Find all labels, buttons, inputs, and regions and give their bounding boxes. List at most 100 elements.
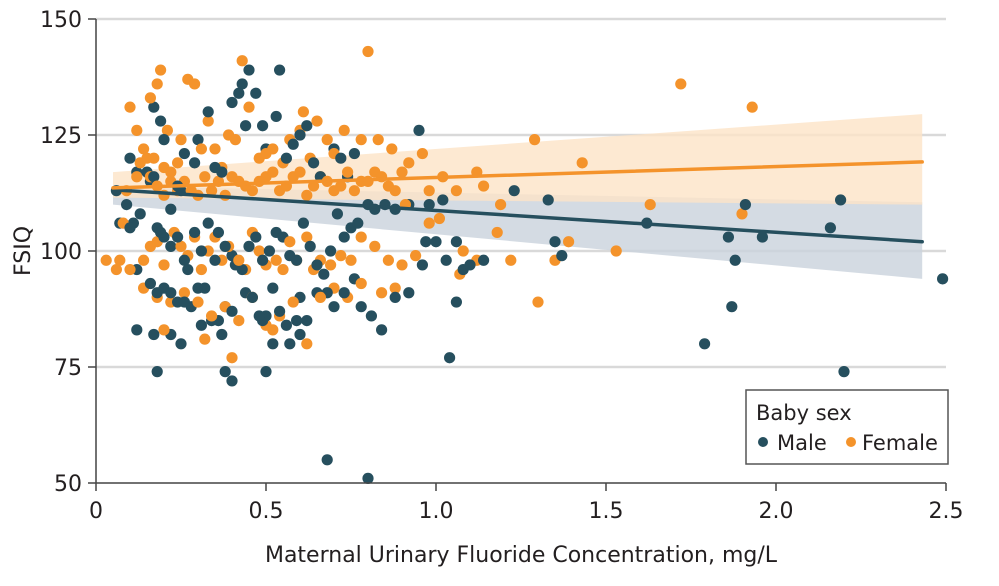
data-point-male (335, 152, 347, 164)
data-point-female (110, 263, 122, 276)
data-point-male (413, 124, 425, 136)
y-tick-label: 125 (40, 124, 82, 149)
data-point-female (301, 189, 313, 201)
data-point-male (556, 250, 568, 262)
x-tick-label: 1.5 (589, 499, 624, 524)
data-point-male (151, 366, 163, 378)
data-point-male (478, 254, 490, 266)
data-point-male (202, 217, 214, 229)
x-tick-label: 0.5 (249, 499, 284, 524)
data-point-female (396, 166, 408, 178)
data-point-male (124, 222, 136, 234)
data-point-female (233, 254, 245, 266)
data-point-female (195, 143, 207, 155)
data-point-male (172, 231, 184, 243)
data-point-male (311, 259, 323, 271)
data-point-male (824, 222, 837, 234)
ci-band-male (113, 186, 923, 279)
x-tick-label: 1.0 (419, 499, 454, 524)
data-point-female (100, 254, 112, 266)
data-point-female (199, 333, 211, 345)
data-point-male (280, 319, 292, 331)
data-point-male (175, 338, 187, 350)
data-point-female (178, 287, 190, 299)
data-point-male (178, 147, 190, 160)
data-point-female (736, 208, 748, 220)
data-point-male (124, 152, 136, 164)
data-point-male (219, 240, 231, 252)
data-point-male (246, 291, 258, 303)
data-point-female (236, 55, 248, 67)
data-points (100, 45, 949, 484)
data-point-male (549, 236, 561, 248)
data-point-female (403, 157, 415, 169)
data-point-female (301, 231, 313, 243)
data-point-female (342, 166, 354, 178)
data-point-male (297, 217, 309, 229)
data-point-female (386, 143, 398, 155)
y-tick-label: 75 (54, 356, 82, 381)
data-point-female (270, 254, 282, 266)
data-point-male (280, 152, 292, 164)
data-point-male (155, 115, 167, 127)
data-point-female (206, 185, 218, 197)
data-point-male (243, 64, 255, 76)
data-point-female (311, 115, 323, 127)
data-point-female (114, 254, 126, 266)
data-point-male (250, 231, 262, 243)
data-point-male (257, 120, 269, 132)
data-point-male (301, 315, 313, 327)
legend-title: Baby sex (756, 401, 852, 425)
data-point-female (576, 157, 588, 169)
data-point-female (372, 134, 384, 146)
data-point-male (236, 263, 248, 276)
data-point-female (348, 185, 360, 197)
data-point-female (376, 287, 388, 299)
data-point-male (243, 240, 255, 252)
data-point-female (644, 199, 656, 211)
data-point-female (284, 236, 296, 248)
data-point-female (345, 254, 357, 266)
data-point-male (274, 305, 286, 317)
data-point-female (195, 263, 207, 276)
legend-box (745, 389, 949, 465)
data-point-male (444, 352, 456, 364)
data-point-female (355, 134, 367, 146)
data-point-male (464, 259, 476, 271)
data-point-male (756, 231, 769, 243)
data-point-female (124, 263, 136, 276)
data-point-male (199, 282, 211, 294)
data-point-female (563, 236, 575, 248)
data-point-female (155, 64, 167, 76)
data-point-male (158, 134, 170, 146)
data-point-female (294, 166, 306, 178)
data-point-male (195, 319, 207, 331)
data-point-male (355, 301, 367, 313)
data-point-male (348, 147, 360, 160)
x-tick-label: 2.5 (929, 499, 964, 524)
data-point-male (739, 199, 752, 211)
data-point-male (287, 138, 299, 150)
data-point-male (301, 120, 313, 132)
data-point-female (355, 231, 367, 243)
data-point-male (729, 254, 741, 266)
data-point-male (325, 245, 337, 257)
data-point-male (226, 375, 238, 387)
data-point-male (722, 231, 735, 243)
data-point-male (267, 282, 279, 294)
data-point-female (199, 171, 211, 183)
data-point-female (202, 115, 214, 127)
data-point-male (294, 129, 306, 141)
data-point-female (495, 199, 507, 211)
data-point-female (253, 245, 265, 257)
data-point-female (287, 296, 299, 308)
data-point-female (389, 282, 401, 294)
data-point-female (267, 166, 279, 178)
data-point-male (542, 194, 554, 206)
data-point-male (131, 324, 143, 336)
data-point-female (389, 185, 401, 197)
data-point-female (423, 185, 435, 197)
data-point-female (505, 254, 517, 266)
data-point-female (478, 180, 490, 192)
data-point-male (450, 236, 462, 248)
